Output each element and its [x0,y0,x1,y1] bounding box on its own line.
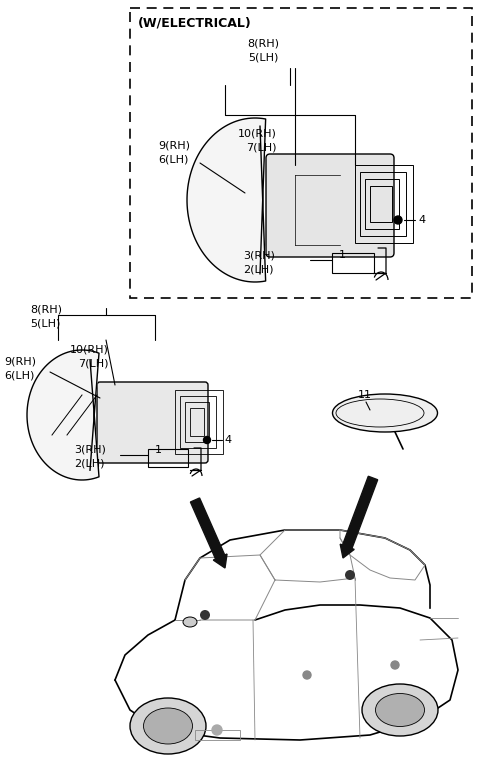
Text: 8(RH): 8(RH) [30,305,62,315]
Bar [130,8,472,298]
Text: 10(RH): 10(RH) [238,128,277,138]
Polygon shape [27,350,99,480]
Text: (W/ELECTRICAL): (W/ELECTRICAL) [138,16,252,29]
Text: 11: 11 [358,390,372,400]
Text: 1: 1 [338,250,346,260]
Text: 5(LH): 5(LH) [248,52,278,62]
Bar [185,402,209,442]
Bar [332,253,374,273]
Bar [190,408,204,436]
Text: 4: 4 [418,215,425,225]
FancyArrow shape [191,498,227,568]
Text: 6(LH): 6(LH) [158,154,188,164]
Bar [175,390,223,454]
Text: 9(RH): 9(RH) [4,357,36,367]
Text: 2(LH): 2(LH) [243,264,274,274]
Text: 7(LH): 7(LH) [78,358,108,368]
Circle shape [200,610,210,620]
Ellipse shape [144,708,192,744]
Text: 4: 4 [224,435,231,445]
Ellipse shape [375,694,424,726]
Text: 5(LH): 5(LH) [30,319,60,329]
Ellipse shape [183,617,197,627]
Text: 6(LH): 6(LH) [4,371,35,381]
Text: 10(RH): 10(RH) [70,344,109,354]
Text: 3(RH): 3(RH) [74,445,106,455]
Text: 2(LH): 2(LH) [74,459,105,469]
Text: 8(RH): 8(RH) [247,38,279,48]
Text: 1: 1 [155,445,161,455]
Bar [195,730,240,740]
FancyArrow shape [340,476,378,558]
Bar [148,449,188,467]
FancyBboxPatch shape [266,154,394,257]
Circle shape [394,216,402,224]
Circle shape [204,437,211,444]
Text: 3(RH): 3(RH) [243,250,275,260]
Ellipse shape [333,394,437,432]
Bar [180,396,216,448]
Polygon shape [187,118,265,282]
Ellipse shape [362,684,438,736]
Ellipse shape [130,698,206,754]
Circle shape [303,671,311,679]
FancyBboxPatch shape [97,382,208,463]
Text: 9(RH): 9(RH) [158,140,190,150]
Text: 7(LH): 7(LH) [246,142,276,152]
Circle shape [212,725,222,735]
Circle shape [345,570,355,580]
Circle shape [391,661,399,669]
